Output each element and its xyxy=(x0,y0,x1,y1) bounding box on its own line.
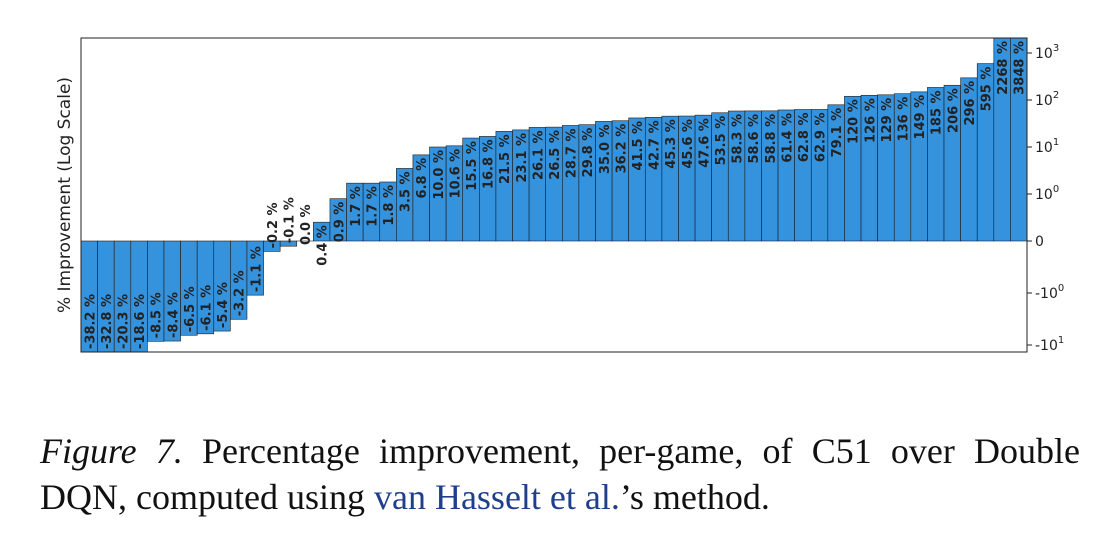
bar-value-label: -8.5 % xyxy=(150,292,165,338)
plot-frame xyxy=(80,37,1028,353)
bar-value-label: 53.5 % xyxy=(714,116,729,166)
caption-text-end: ’s method. xyxy=(619,477,770,517)
bar-value-label: -38.2 % xyxy=(83,294,98,349)
y-tick-label: 100 xyxy=(1035,184,1059,203)
bar-value-label: 42.7 % xyxy=(648,120,663,170)
bar-value-label: 58.6 % xyxy=(747,114,762,164)
bar-value-label: 10.0 % xyxy=(432,150,447,200)
bar-value-label: 45.6 % xyxy=(681,119,696,169)
y-axis-label: % Improvement (Log Scale) xyxy=(55,77,75,313)
bar-value-label: 47.6 % xyxy=(697,118,712,168)
bar-value-label: -0.1 % xyxy=(282,197,297,243)
bar-value-label: 29.8 % xyxy=(581,128,596,178)
bar-value-label: -6.5 % xyxy=(183,286,198,332)
bar-value-label: -32.8 % xyxy=(100,294,115,349)
figure-label: Figure 7. xyxy=(40,431,183,471)
bar-value-label: 185 % xyxy=(930,90,945,135)
bar-value-label: 28.7 % xyxy=(565,128,580,178)
bar-value-label: 0.0 % xyxy=(299,204,314,245)
bar xyxy=(279,240,298,247)
bar-value-label: 10.6 % xyxy=(448,149,463,199)
bar-value-label: 126 % xyxy=(863,98,878,143)
bar-value-label: -18.6 % xyxy=(133,294,148,349)
bar-labels-group: -38.2 % -32.8 % -20.3 % -18.6 % -8.5 % -8.4 %… xyxy=(83,41,1027,349)
bar-value-label: 296 % xyxy=(963,81,978,126)
bar-value-label: 3848 % xyxy=(1013,41,1028,95)
figure-caption: Figure 7. Percentage improvement, per-ga… xyxy=(40,428,1080,520)
bar-chart: -38.2 % -32.8 % -20.3 % -18.6 % -8.5 % -8.4 %… xyxy=(55,37,1064,354)
bar-value-label: -3.2 % xyxy=(233,270,248,316)
bar-value-label: 26.1 % xyxy=(531,130,546,180)
bar-value-label: 58.8 % xyxy=(764,114,779,164)
bar-value-label: 3.5 % xyxy=(399,171,414,212)
y-tick-label: -101 xyxy=(1035,335,1064,354)
bar-value-label: 41.5 % xyxy=(631,121,646,171)
bar-value-label: 26.5 % xyxy=(548,130,563,180)
bar-value-label: 58.3 % xyxy=(731,114,746,164)
bar-value-label: 62.8 % xyxy=(797,113,812,163)
bar-value-label: -6.1 % xyxy=(199,285,214,331)
bar-value-label: 595 % xyxy=(980,67,995,112)
bar xyxy=(246,240,264,296)
bar-value-label: 0.4 % xyxy=(316,225,331,266)
bar-value-label: 15.5 % xyxy=(465,141,480,191)
bar-value-label: 6.8 % xyxy=(415,158,430,199)
bar-value-label: 129 % xyxy=(880,98,895,143)
bar-value-label: 21.5 % xyxy=(498,134,513,184)
y-tick-label: 103 xyxy=(1035,43,1059,62)
y-axis-ticks: -101 -100 0 100 101 102 103 xyxy=(1027,43,1064,354)
bar-value-label: 0.9 % xyxy=(332,202,347,243)
bar-value-label: 23.1 % xyxy=(515,133,530,183)
bar-value-label: 1.8 % xyxy=(382,185,397,226)
bar-value-label: 16.8 % xyxy=(482,139,497,189)
bar-value-label: 36.2 % xyxy=(614,124,629,174)
bar-value-label: -1.1 % xyxy=(249,246,264,292)
y-tick-label: 0 xyxy=(1035,234,1044,250)
bar-value-label: 206 % xyxy=(946,88,961,133)
bar-value-label: 35.0 % xyxy=(598,124,613,174)
bar-value-label: 136 % xyxy=(897,97,912,142)
bar-value-label: -0.2 % xyxy=(266,202,281,248)
bar-value-label: -20.3 % xyxy=(116,294,131,349)
y-tick-label: -100 xyxy=(1035,283,1064,302)
bar-value-label: 149 % xyxy=(913,95,928,140)
y-tick-label: 101 xyxy=(1035,137,1059,156)
caption-text: Percentage improvement, per-game, of C51… xyxy=(40,431,1080,517)
bar-value-label: 2268 % xyxy=(996,41,1011,95)
y-tick-label: 102 xyxy=(1035,90,1059,109)
citation-link[interactable]: van Hasselt et al. xyxy=(373,477,620,517)
bar-value-label: -5.4 % xyxy=(216,282,231,328)
bars-group xyxy=(80,37,1028,353)
bar-value-label: 61.4 % xyxy=(780,113,795,163)
bar-value-label: 1.7 % xyxy=(365,186,380,227)
bar-value-label: 45.3 % xyxy=(664,119,679,169)
bar-value-label: 120 % xyxy=(847,99,862,144)
bar-value-label: 79.1 % xyxy=(830,108,845,158)
bar-value-label: 1.7 % xyxy=(349,186,364,227)
bar-value-label: 62.9 % xyxy=(814,112,829,162)
bar-value-label: -8.4 % xyxy=(166,292,181,338)
